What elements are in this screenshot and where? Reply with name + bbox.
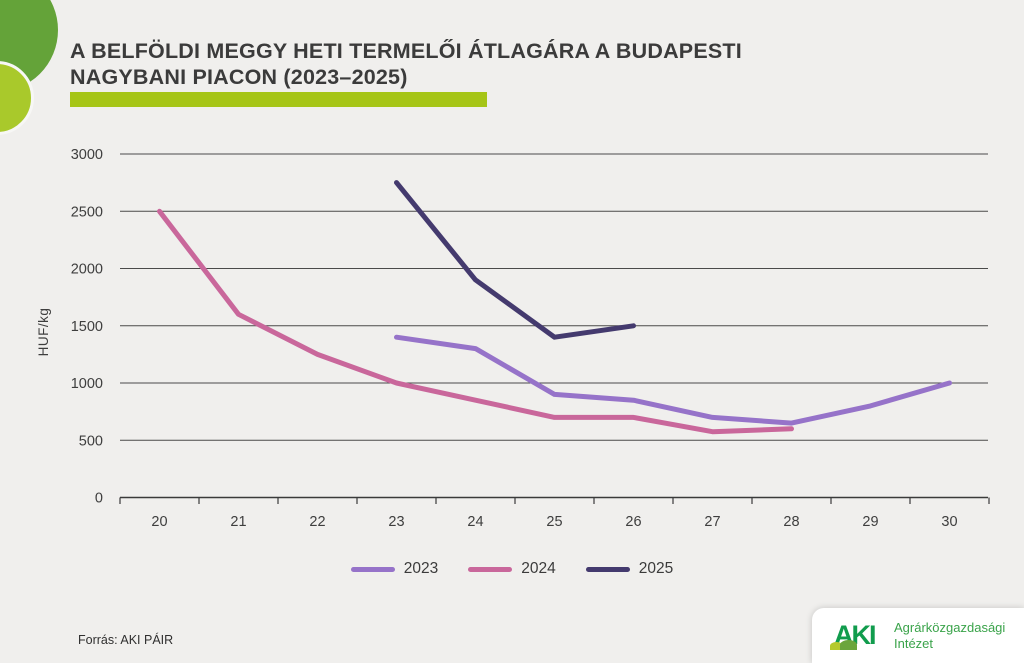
y-tick-label-0: 0	[95, 491, 103, 507]
series-line-2023	[394, 334, 952, 426]
aki-hill-lime-icon	[830, 641, 843, 650]
y-tick-label-2000: 2000	[71, 262, 103, 278]
y-tick-label-1500: 1500	[71, 319, 103, 335]
page-title-line2: NAGYBANI PIACON (2023–2025)	[70, 65, 408, 90]
x-tick-label-20: 20	[151, 514, 167, 530]
x-tick-label-23: 23	[388, 514, 404, 530]
x-tick-label-30: 30	[941, 514, 957, 530]
aki-name-line1: Agrárközgazdasági	[894, 620, 1006, 635]
x-tick-label-21: 21	[230, 514, 246, 530]
series-line-2024	[157, 208, 794, 435]
aki-logo-card: AKI Agrárközgazdasági Intézet	[812, 608, 1024, 663]
title-underline-bar	[70, 92, 487, 107]
aki-name-line2: Intézet	[894, 635, 934, 651]
x-tick-label-24: 24	[467, 514, 483, 530]
page-title-line1: A BELFÖLDI MEGGY HETI TERMELŐI ÁTLAGÁRA …	[70, 39, 742, 64]
legend-swatch-2024	[468, 566, 513, 572]
x-tick-label-29: 29	[862, 514, 878, 530]
x-tick-label-25: 25	[546, 514, 562, 530]
y-tick-label-1000: 1000	[71, 376, 103, 392]
legend-item-2025: 2025	[585, 560, 674, 578]
legend-label-2023: 2023	[403, 560, 439, 577]
source-note: Forrás: AKI PÁIR	[78, 633, 174, 647]
page-title: A BELFÖLDI MEGGY HETI TERMELŐI ÁTLAGÁRA …	[70, 38, 810, 90]
legend-swatch-2025	[585, 566, 630, 572]
x-tick-label-27: 27	[704, 514, 720, 530]
x-tick-label-28: 28	[783, 514, 799, 530]
line-chart: 0 500 1000 1500 2000 2500 3000 20 21 22 23 24 25 26 27…	[36, 147, 990, 530]
y-tick-label-500: 500	[79, 433, 103, 449]
y-tick-label-2500: 2500	[71, 204, 103, 220]
legend-item-2024: 2024	[468, 560, 556, 578]
chart-legend: 2023 2024 2025	[0, 557, 1024, 581]
aki-logo-icon: AKI	[830, 620, 886, 652]
y-axis-label: HUF/kg	[36, 308, 51, 357]
x-tick-label-22: 22	[309, 514, 325, 530]
x-tick-label-26: 26	[625, 514, 641, 530]
series-line-2025	[394, 180, 636, 340]
legend-label-2025: 2025	[638, 560, 674, 577]
legend-label-2024: 2024	[521, 560, 556, 577]
aki-institute-name: Agrárközgazdasági Intézet	[894, 620, 1005, 651]
legend-item-2023: 2023	[350, 560, 439, 578]
legend-swatch-2023	[350, 566, 395, 572]
y-tick-label-3000: 3000	[71, 147, 103, 163]
aki-hill-green-icon	[840, 639, 857, 650]
